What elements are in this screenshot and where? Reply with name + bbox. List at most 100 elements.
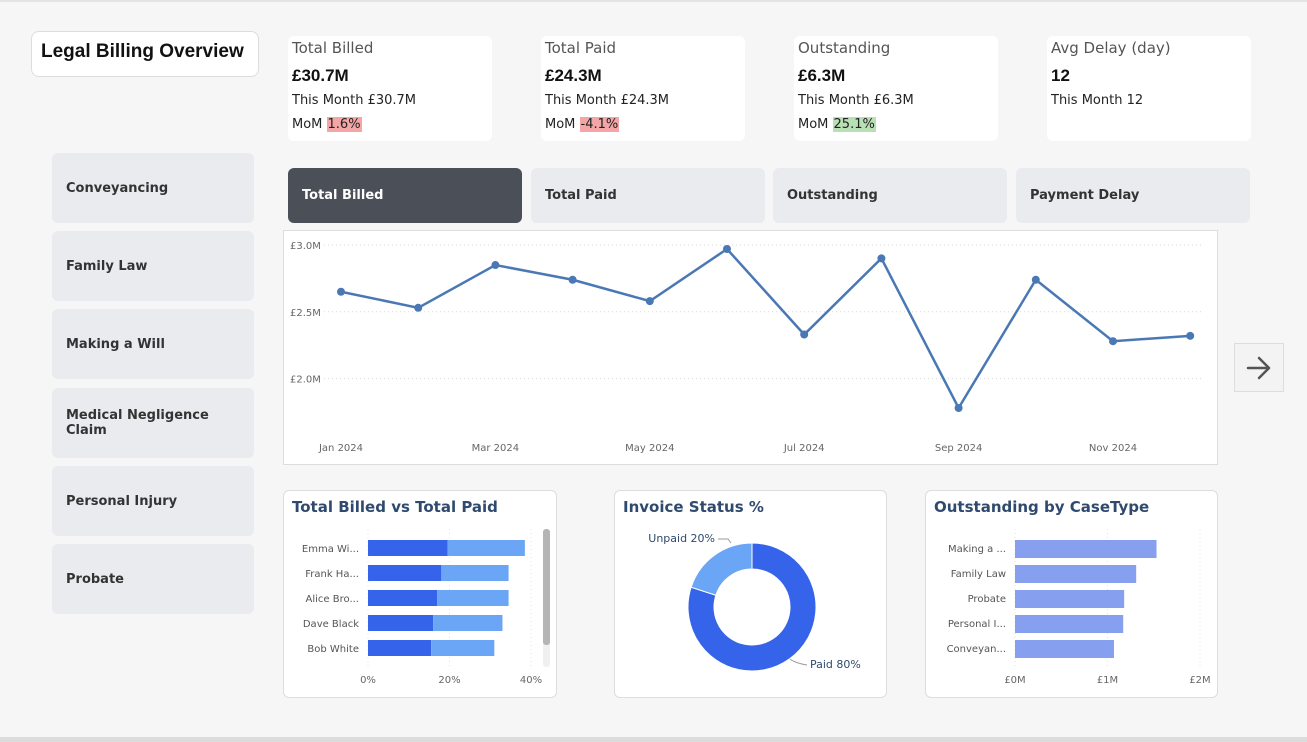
kpi-month: This Month £6.3M bbox=[798, 93, 914, 108]
scrollbar-thumb bbox=[543, 529, 550, 645]
bar-segment bbox=[447, 540, 525, 556]
kpi-value: £30.7M bbox=[292, 66, 349, 85]
outstanding-by-casetype-chart: £0M £1M £2M Making a ... Family Law Probate Pe… bbox=[947, 529, 1211, 686]
next-page-button[interactable] bbox=[1234, 343, 1284, 392]
billed-vs-paid-chart: 0% 20% 40% Emma Wi... Frank Ha... Alice Bro..… bbox=[302, 529, 550, 686]
leader-line bbox=[789, 658, 808, 666]
kpi-mom: MoM 1.6% bbox=[292, 117, 488, 133]
x-tick-label: £0M bbox=[1004, 675, 1025, 686]
category-label: Frank Ha... bbox=[305, 569, 359, 580]
bar-segment bbox=[368, 565, 442, 581]
data-point bbox=[414, 303, 423, 312]
tab-total-billed[interactable]: Total Billed bbox=[288, 168, 522, 223]
x-tick-label: 0% bbox=[360, 675, 376, 686]
category-label: Dave Black bbox=[303, 619, 359, 630]
kpi-card-outstanding: Outstanding £6.3M This Month £6.3M MoM 2… bbox=[794, 36, 998, 141]
kpi-month: This Month £24.3M bbox=[545, 93, 670, 108]
outstanding-by-casetype-card: £0M £1M £2M Making a ... Family Law Probate Pe… bbox=[925, 490, 1218, 698]
y-tick-label: £2.0M bbox=[290, 375, 321, 386]
card-title: Outstanding by CaseType bbox=[934, 498, 1150, 516]
category-label: Bob White bbox=[307, 644, 359, 655]
page-title: Legal Billing Overview bbox=[31, 31, 259, 77]
slicer-conveyancing[interactable]: Conveyancing bbox=[52, 153, 254, 223]
bar bbox=[1015, 640, 1114, 658]
bottom-border bbox=[0, 737, 1307, 742]
slicer-personal-injury[interactable]: Personal Injury bbox=[52, 466, 254, 536]
category-label: Personal I... bbox=[948, 619, 1006, 630]
x-tick-label: 20% bbox=[438, 675, 460, 686]
data-point bbox=[800, 330, 809, 339]
bar-segment bbox=[433, 615, 503, 631]
kpi-value: 12 bbox=[1051, 66, 1070, 85]
kpi-value: £24.3M bbox=[545, 66, 602, 85]
bar-segment bbox=[441, 565, 509, 581]
bar bbox=[1015, 565, 1137, 583]
x-tick-label: May 2024 bbox=[625, 443, 674, 454]
line-chart-panel: £2.0M £2.5M £3.0M Jan 2024 Mar 2024 May 2024 J… bbox=[283, 230, 1218, 465]
donut-slice bbox=[690, 542, 753, 596]
bar-segment bbox=[368, 640, 432, 656]
category-label: Making a ... bbox=[948, 544, 1006, 555]
kpi-mom-label: MoM bbox=[545, 117, 576, 132]
kpi-mom-value: -4.1% bbox=[579, 117, 620, 132]
kpi-label: Total Billed bbox=[292, 39, 374, 57]
slicer-making-a-will[interactable]: Making a Will bbox=[52, 309, 254, 379]
kpi-card-total-billed: Total Billed £30.7M This Month £30.7M Mo… bbox=[288, 36, 492, 141]
data-point bbox=[877, 254, 886, 263]
x-tick-label: £1M bbox=[1097, 675, 1118, 686]
slicer-family-law[interactable]: Family Law bbox=[52, 231, 254, 301]
x-tick-label: £2M bbox=[1189, 675, 1210, 686]
bar-segment bbox=[368, 590, 438, 606]
bar bbox=[1015, 590, 1125, 608]
kpi-label: Total Paid bbox=[545, 39, 617, 57]
bar-segment bbox=[437, 590, 509, 606]
data-point bbox=[954, 403, 963, 412]
kpi-value: £6.3M bbox=[798, 66, 846, 85]
invoice-status-chart: Paid 80% Unpaid 20% bbox=[648, 532, 861, 672]
data-point bbox=[337, 287, 345, 296]
tab-total-paid[interactable]: Total Paid bbox=[531, 168, 765, 223]
category-label: Conveyan... bbox=[947, 644, 1006, 655]
kpi-label: Avg Delay (day) bbox=[1051, 39, 1171, 57]
invoice-status-card: Paid 80% Unpaid 20% Invoice Status % bbox=[614, 490, 887, 698]
x-tick-label: Jul 2024 bbox=[783, 443, 825, 454]
x-tick-label: 40% bbox=[520, 675, 542, 686]
bar bbox=[1015, 615, 1124, 633]
data-point bbox=[723, 245, 731, 254]
kpi-mom-value: 1.6% bbox=[326, 117, 362, 132]
kpi-mom: MoM 25.1% bbox=[798, 117, 994, 133]
y-tick-label: £2.5M bbox=[290, 308, 321, 319]
bar bbox=[1015, 540, 1157, 558]
arrow-right-icon bbox=[1246, 356, 1271, 379]
slice-label: Unpaid 20% bbox=[648, 532, 715, 545]
leader-line bbox=[718, 538, 732, 544]
category-label: Emma Wi... bbox=[302, 544, 359, 555]
data-point bbox=[1031, 275, 1040, 284]
tab-outstanding[interactable]: Outstanding bbox=[773, 168, 1007, 223]
slicer-probate[interactable]: Probate bbox=[52, 544, 254, 614]
series-line bbox=[340, 247, 1191, 411]
slice-label: Paid 80% bbox=[810, 658, 861, 671]
x-tick-label: Sep 2024 bbox=[935, 443, 982, 454]
bar-segment bbox=[431, 640, 495, 656]
line-chart: £2.0M £2.5M £3.0M Jan 2024 Mar 2024 May 2024 J… bbox=[290, 241, 1202, 454]
tab-payment-delay[interactable]: Payment Delay bbox=[1016, 168, 1250, 223]
billed-vs-paid-card: 0% 20% 40% Emma Wi... Frank Ha... Alice Bro..… bbox=[283, 490, 557, 698]
kpi-card-avg-delay: Avg Delay (day) 12 This Month 12 bbox=[1047, 36, 1251, 141]
category-label: Probate bbox=[968, 594, 1006, 605]
category-label: Family Law bbox=[951, 569, 1006, 580]
kpi-label: Outstanding bbox=[798, 39, 891, 57]
bar-segment bbox=[368, 540, 448, 556]
data-point bbox=[645, 297, 654, 306]
x-tick-label: Jan 2024 bbox=[318, 443, 363, 454]
slicer-medical-negligence-claim[interactable]: Medical Negligence Claim bbox=[52, 388, 254, 458]
kpi-mom-label: MoM bbox=[798, 117, 829, 132]
data-point bbox=[491, 261, 500, 270]
data-point bbox=[1186, 331, 1195, 340]
top-border bbox=[0, 0, 1307, 2]
x-tick-label: Mar 2024 bbox=[472, 443, 520, 454]
x-tick-label: Nov 2024 bbox=[1089, 443, 1137, 454]
bar-segment bbox=[368, 615, 434, 631]
card-title: Total Billed vs Total Paid bbox=[292, 498, 498, 516]
card-title: Invoice Status % bbox=[623, 498, 764, 516]
